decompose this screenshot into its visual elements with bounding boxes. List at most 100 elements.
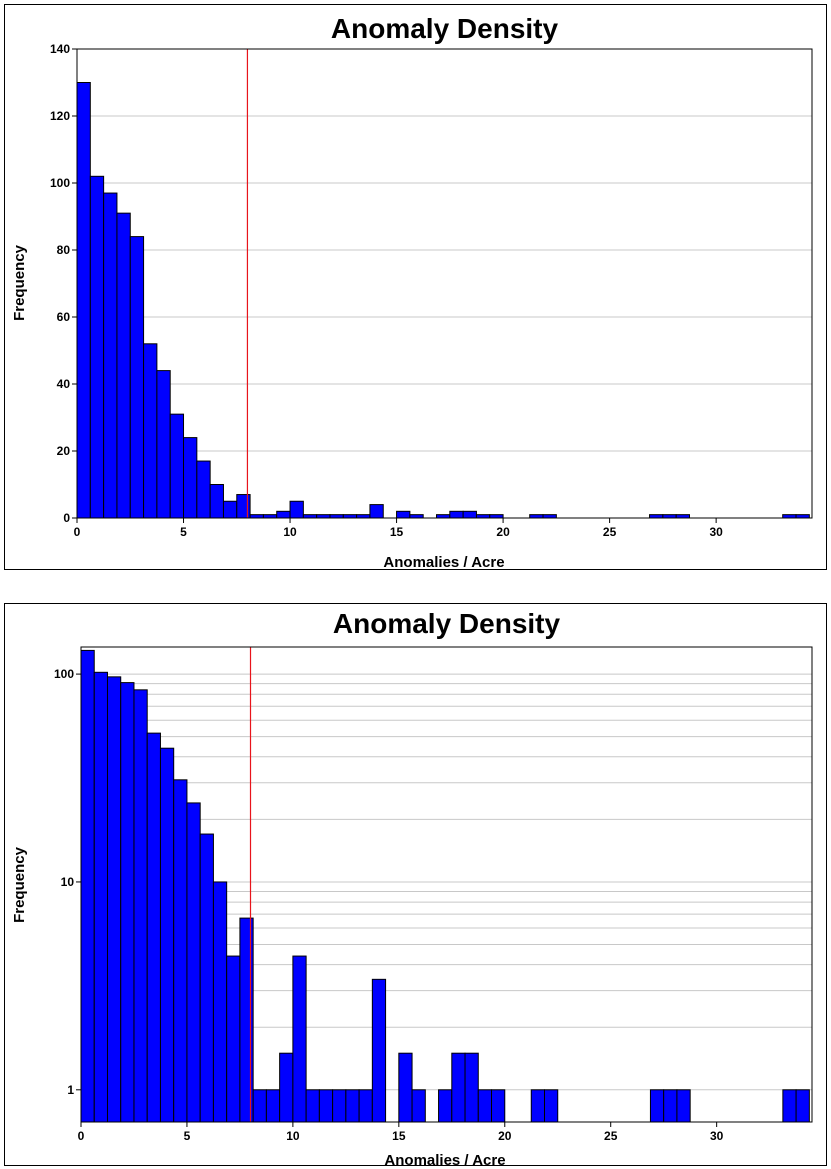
histogram-bar — [662, 514, 677, 519]
chart-panel-log: 0 5 10 15 20 25 30 1 10 100 Anomaly Density Anomali… — [4, 603, 827, 1169]
histogram-bar — [371, 978, 387, 1123]
histogram-bar — [169, 413, 185, 519]
histogram-bar — [196, 460, 211, 519]
histogram-bar — [106, 676, 122, 1123]
x-axis-label: Anomalies / Acre — [384, 1152, 505, 1169]
histogram-bar — [369, 504, 384, 519]
histogram-bar — [409, 514, 424, 519]
x-tick-label: 30 — [710, 1129, 724, 1143]
histogram-bar — [186, 802, 201, 1123]
x-axis-label: Anomalies / Acre — [383, 554, 504, 571]
x-tick-label: 15 — [390, 525, 404, 539]
histogram-bar — [80, 649, 95, 1123]
histogram-bar — [146, 732, 161, 1123]
histogram-bar — [289, 500, 304, 519]
x-tick-label: 20 — [498, 1129, 512, 1143]
x-tick-label: 5 — [180, 525, 187, 539]
histogram-bar — [795, 514, 810, 519]
histogram-bar — [358, 1089, 373, 1123]
chart-title: Anomaly Density — [331, 13, 559, 44]
histogram-bar — [329, 514, 344, 519]
x-tick-label: 30 — [709, 525, 723, 539]
x-tick-label: 0 — [78, 1129, 85, 1143]
histogram-bar — [239, 917, 254, 1123]
x-tick-label: 25 — [604, 1129, 618, 1143]
histogram-bar — [649, 1089, 665, 1123]
x-tick-label: 15 — [392, 1129, 406, 1143]
histogram-bar — [143, 343, 158, 519]
histogram-bar — [436, 514, 451, 519]
histogram-bar — [477, 1089, 493, 1123]
histogram-bar — [462, 510, 477, 519]
histogram-bar — [226, 955, 241, 1123]
x-tick-label: 10 — [286, 1129, 300, 1143]
histogram-bar — [675, 514, 690, 519]
histogram-bar — [342, 514, 358, 519]
x-tick-label: 25 — [603, 525, 617, 539]
chart-title: Anomaly Density — [333, 608, 561, 639]
y-tick-label: 10 — [61, 875, 75, 889]
y-tick-label: 140 — [50, 42, 70, 56]
histogram-bar — [663, 1089, 678, 1123]
histogram-bar — [236, 494, 251, 519]
y-axis-label: Frequency — [11, 846, 28, 923]
plot-frame — [76, 48, 813, 519]
histogram-bar — [332, 1089, 347, 1123]
chart-panel-linear: 0 5 10 15 20 25 30 0 20 40 60 80 100 120 140 Anomaly De… — [4, 4, 827, 571]
histogram-bar — [529, 514, 544, 519]
histogram-bar — [451, 1052, 466, 1123]
histogram-bar — [543, 1089, 559, 1123]
histogram-bar — [133, 689, 148, 1123]
histogram-linear-svg: 0 5 10 15 20 25 30 0 20 40 60 80 100 120 140 Anomaly De… — [11, 13, 813, 571]
histogram-bar — [464, 1052, 479, 1123]
y-tick-label: 1 — [67, 1083, 74, 1097]
y-tick-label: 120 — [50, 109, 70, 123]
histogram-bar — [318, 1089, 334, 1123]
histogram-bar — [302, 514, 318, 519]
histogram-bar — [120, 682, 135, 1123]
histogram-bar — [89, 175, 105, 519]
x-tick-label: 10 — [283, 525, 297, 539]
histogram-bar — [262, 514, 278, 519]
histogram-bar — [542, 514, 557, 519]
histogram-bar — [649, 514, 664, 519]
histogram-bar — [159, 747, 175, 1123]
histogram-bar — [356, 514, 371, 519]
histogram-bar — [411, 1089, 426, 1123]
x-tick-label: 5 — [184, 1129, 191, 1143]
histogram-bar — [475, 514, 491, 519]
histogram-bar — [156, 370, 171, 519]
histogram-bar — [209, 484, 224, 519]
histogram-bar — [276, 510, 291, 519]
histogram-bar — [265, 1089, 281, 1123]
histogram-bar — [782, 1089, 797, 1123]
y-tick-label: 60 — [57, 310, 71, 324]
histogram-bar — [183, 437, 198, 519]
histogram-bar — [199, 833, 214, 1123]
y-tick-label: 80 — [57, 243, 71, 257]
histogram-bar — [398, 1052, 413, 1123]
y-tick-label: 20 — [57, 444, 71, 458]
histogram-bar — [222, 500, 238, 519]
histogram-bar — [103, 192, 118, 519]
histogram-bar — [449, 510, 464, 519]
histogram-bar — [438, 1089, 453, 1123]
histogram-bar — [305, 1089, 320, 1123]
histogram-bar — [316, 514, 331, 519]
histogram-bar — [212, 881, 228, 1123]
histogram-bar — [292, 955, 307, 1123]
histogram-bar — [173, 779, 188, 1123]
histogram-bar — [795, 1089, 810, 1123]
histogram-bar — [782, 514, 797, 519]
histogram-bar — [93, 671, 108, 1123]
histogram-bar — [345, 1089, 360, 1123]
histogram-bar — [129, 236, 145, 519]
y-tick-label: 0 — [63, 511, 70, 525]
histogram-bar — [249, 514, 264, 519]
plot-frame — [80, 646, 813, 1123]
histogram-bar — [396, 510, 411, 519]
y-tick-label: 100 — [54, 667, 74, 681]
y-tick-label: 100 — [50, 176, 70, 190]
histogram-bar — [489, 514, 504, 519]
histogram-bar — [116, 212, 131, 519]
